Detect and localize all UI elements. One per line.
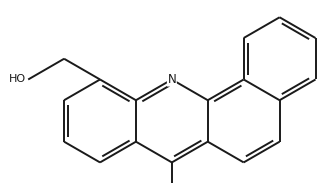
Text: HO: HO xyxy=(9,74,26,84)
Text: N: N xyxy=(167,73,176,86)
